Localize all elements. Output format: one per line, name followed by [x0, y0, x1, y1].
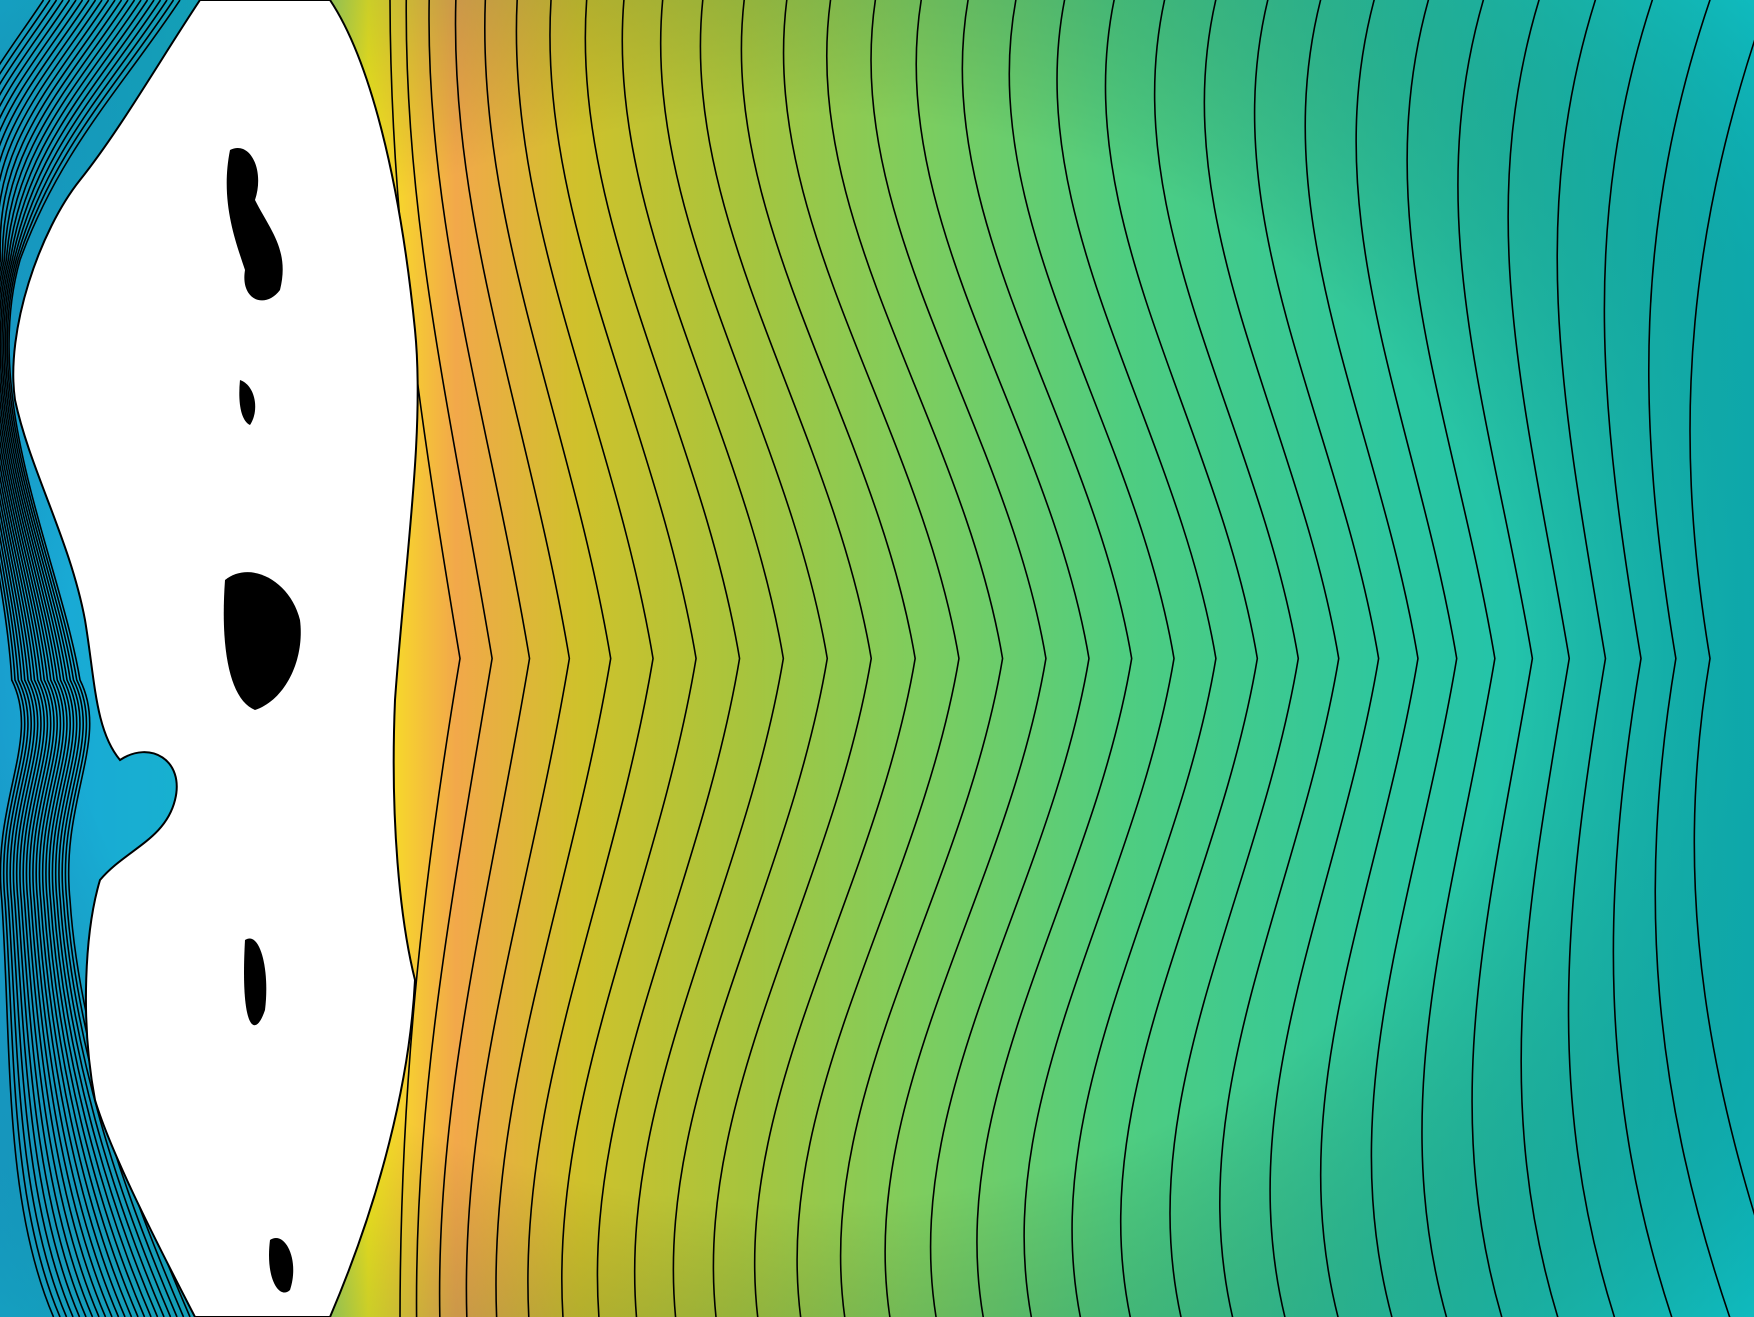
contour-line-28 — [1507, 0, 1571, 1317]
contour-line-25 — [1355, 0, 1458, 1317]
flank-contour-7 — [0, 0, 152, 1317]
contour-line-26 — [1406, 0, 1496, 1317]
contour-line-14 — [826, 0, 1004, 1317]
flank-contour-20 — [0, 0, 68, 1317]
flank-contour-6 — [0, 0, 159, 1317]
contour-line-17 — [961, 0, 1133, 1317]
masked-region — [12, 0, 419, 1317]
contour-line-3 — [428, 0, 531, 1317]
contour-line-32 — [1689, 39, 1754, 1216]
contour-line-2 — [405, 0, 493, 1317]
contour-line-29 — [1556, 0, 1616, 1317]
flank-contour-5 — [1, 0, 165, 1317]
flank-contour-17 — [0, 0, 87, 1317]
flank-contour-16 — [0, 0, 94, 1317]
contour-line-18 — [1008, 0, 1175, 1317]
island-3 — [223, 572, 301, 710]
flank-contour-13 — [0, 0, 113, 1317]
contour-line-30 — [1603, 0, 1673, 1317]
island-2 — [239, 380, 256, 425]
contour-line-4 — [454, 0, 571, 1317]
contour-line-23 — [1253, 0, 1380, 1317]
contour-line-7 — [549, 0, 697, 1317]
island-4 — [244, 938, 267, 1026]
flank-contour-8 — [0, 0, 146, 1317]
flank-contour-21 — [0, 0, 61, 1317]
flank-contour-22 — [0, 0, 55, 1317]
flank-contour-12 — [0, 0, 120, 1317]
flank-contour-11 — [0, 0, 126, 1317]
island-markers — [223, 148, 301, 1293]
contour-line-31 — [1648, 0, 1731, 1317]
contour-line-8 — [584, 0, 741, 1317]
contour-line-22 — [1203, 0, 1340, 1317]
contour-line-27 — [1457, 0, 1534, 1317]
contour-line-21 — [1153, 0, 1300, 1317]
flank-contour-15 — [0, 0, 100, 1317]
contour-line-12 — [740, 0, 916, 1317]
contour-line-16 — [915, 0, 1090, 1317]
flank-contour-4 — [2, 0, 172, 1317]
contour-line-15 — [870, 0, 1047, 1317]
contour-line-20 — [1104, 0, 1259, 1317]
contour-line-5 — [484, 0, 612, 1317]
island-5 — [269, 1238, 294, 1293]
flank-contour-19 — [0, 0, 74, 1317]
contour-line-19 — [1056, 0, 1217, 1317]
contour-line-24 — [1304, 0, 1419, 1317]
masked-body — [12, 0, 419, 1317]
contour-line-13 — [782, 0, 960, 1317]
flank-contour-9 — [0, 0, 139, 1317]
flank-contour-14 — [0, 0, 107, 1317]
contour-line-6 — [515, 0, 654, 1317]
flank-contour-10 — [0, 0, 133, 1317]
flank-contour-18 — [0, 0, 81, 1317]
contour-line-10 — [659, 0, 829, 1317]
contour-line-9 — [621, 0, 785, 1317]
island-1 — [226, 148, 283, 301]
contour-line-11 — [699, 0, 873, 1317]
